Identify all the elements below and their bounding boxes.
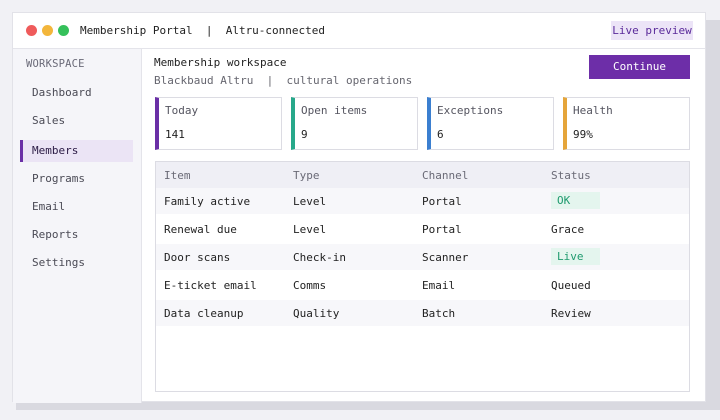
sidebar-item-sales[interactable]: Sales bbox=[32, 114, 66, 127]
cell-item: Family active bbox=[164, 195, 251, 208]
sidebar-item-reports[interactable]: Reports bbox=[32, 228, 79, 241]
stat-card-value: 141 bbox=[165, 128, 185, 141]
continue-button[interactable]: Continue bbox=[589, 55, 690, 79]
column-header-channel[interactable]: Channel bbox=[422, 169, 469, 182]
items-table: Item Type Channel Status Family active L… bbox=[155, 161, 690, 392]
stat-card-today: Today 141 bbox=[155, 97, 282, 150]
stat-card-value: 6 bbox=[437, 128, 444, 141]
minimize-window-button[interactable] bbox=[42, 25, 53, 36]
cell-item: Renewal due bbox=[164, 223, 237, 236]
cell-channel: Portal bbox=[422, 195, 462, 208]
window-title: Membership Portal | Altru-connected bbox=[80, 24, 326, 37]
sidebar-item-email[interactable]: Email bbox=[32, 200, 66, 213]
cell-channel: Portal bbox=[422, 223, 462, 236]
cell-type: Comms bbox=[293, 279, 327, 292]
sidebar-heading: WORKSPACE bbox=[26, 58, 85, 70]
column-header-status[interactable]: Status bbox=[551, 169, 591, 182]
cell-type: Quality bbox=[293, 307, 340, 320]
cell-item: E-ticket email bbox=[164, 279, 257, 292]
cell-status: Grace bbox=[551, 223, 585, 236]
stat-card-label: Today bbox=[165, 104, 199, 117]
maximize-window-button[interactable] bbox=[58, 25, 69, 36]
sidebar: WORKSPACE Dashboard Sales Members Progra… bbox=[13, 49, 142, 403]
cell-item: Door scans bbox=[164, 251, 231, 264]
column-header-type[interactable]: Type bbox=[293, 169, 320, 182]
cell-channel: Batch bbox=[422, 307, 456, 320]
live-preview-badge[interactable]: Live preview bbox=[611, 21, 693, 40]
cell-status: Queued bbox=[551, 279, 591, 292]
cell-type: Level bbox=[293, 195, 327, 208]
stat-card-label: Exceptions bbox=[437, 104, 504, 117]
table-row[interactable]: Family active Level Portal OK bbox=[156, 188, 689, 214]
status-badge: OK bbox=[551, 192, 600, 209]
table-row[interactable]: Data cleanup Quality Batch Review bbox=[156, 300, 689, 326]
close-window-button[interactable] bbox=[26, 25, 37, 36]
table-row[interactable]: E-ticket email Comms Email Queued bbox=[156, 272, 689, 298]
stat-card-value: 9 bbox=[301, 128, 308, 141]
column-header-item[interactable]: Item bbox=[164, 169, 191, 182]
cell-status: Review bbox=[551, 307, 591, 320]
cell-type: Level bbox=[293, 223, 327, 236]
sidebar-item-members[interactable]: Members bbox=[20, 140, 133, 162]
stat-card-health: Health 99% bbox=[563, 97, 690, 150]
stat-card-value: 99% bbox=[573, 128, 593, 141]
table-row[interactable]: Renewal due Level Portal Grace bbox=[156, 216, 689, 242]
page-subtitle: Blackbaud Altru | cultural operations bbox=[154, 74, 413, 87]
main-content: Membership workspace Blackbaud Altru | c… bbox=[143, 49, 706, 403]
status-badge: Live bbox=[551, 248, 600, 265]
stat-card-label: Open items bbox=[301, 104, 368, 117]
stat-card-open-items: Open items 9 bbox=[291, 97, 418, 150]
cell-item: Data cleanup bbox=[164, 307, 244, 320]
app-window: Membership Portal | Altru-connected Live… bbox=[12, 12, 706, 403]
table-header: Item Type Channel Status bbox=[156, 162, 689, 188]
page-title: Membership workspace bbox=[154, 56, 287, 69]
title-bar: Membership Portal | Altru-connected Live… bbox=[13, 13, 705, 49]
stat-card-exceptions: Exceptions 6 bbox=[427, 97, 554, 150]
stat-card-label: Health bbox=[573, 104, 613, 117]
cell-channel: Email bbox=[422, 279, 456, 292]
table-row[interactable]: Door scans Check-in Scanner Live bbox=[156, 244, 689, 270]
sidebar-item-settings[interactable]: Settings bbox=[32, 256, 85, 269]
sidebar-item-dashboard[interactable]: Dashboard bbox=[32, 86, 92, 99]
cell-channel: Scanner bbox=[422, 251, 469, 264]
cell-type: Check-in bbox=[293, 251, 346, 264]
sidebar-item-programs[interactable]: Programs bbox=[32, 172, 85, 185]
